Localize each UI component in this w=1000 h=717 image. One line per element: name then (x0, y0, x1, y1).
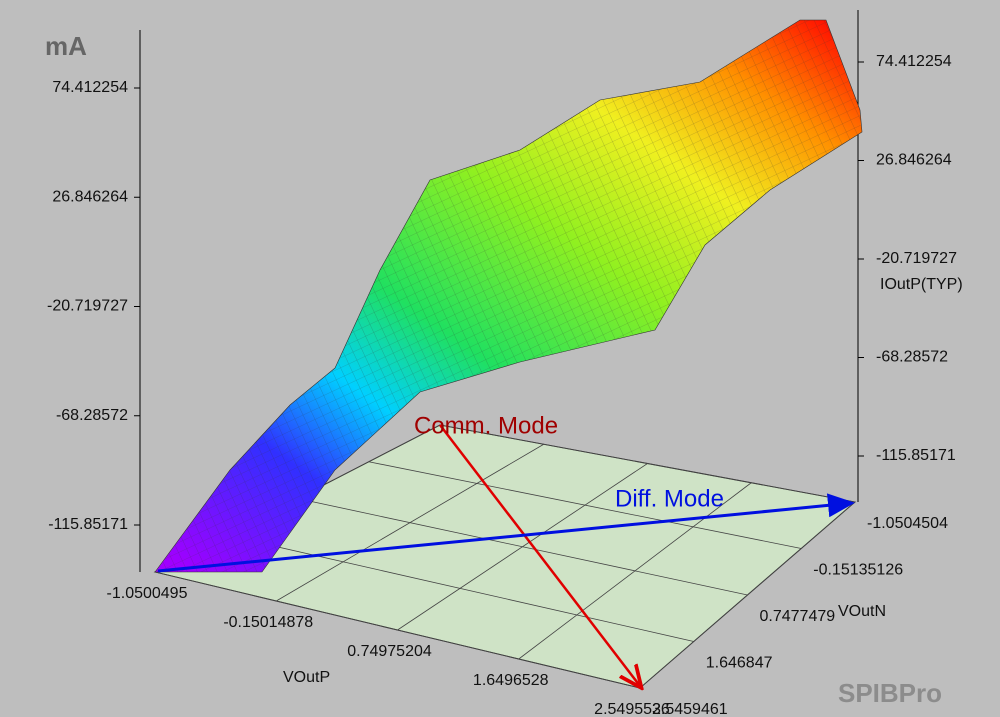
watermark: SPIBPro (838, 678, 942, 708)
x-axis-label: VOutP (283, 669, 330, 686)
y-tick-label: -1.0504504 (867, 515, 948, 532)
comm-mode-arrow (439, 424, 640, 686)
y-tick-label: -0.15135126 (813, 562, 903, 579)
x-tick-label: -0.15014878 (223, 614, 313, 631)
z-tick-label: -20.719727 (47, 298, 128, 315)
z2-tick-label: 26.846264 (876, 152, 952, 169)
z-tick-label: -115.85171 (48, 516, 128, 533)
z-axis-label: mA (45, 31, 87, 61)
z2-tick-label: -20.719727 (876, 250, 957, 267)
y-tick-label: 2.5459461 (652, 701, 728, 717)
grid-line (226, 534, 694, 642)
z-tick-label: -68.28572 (56, 407, 128, 424)
x-tick-label: 2.5495536 (594, 701, 670, 717)
z2-axis-label: IOutP(TYP) (880, 276, 963, 293)
x-tick-label: 0.74975204 (347, 643, 432, 660)
annotation: Comm. Mode (414, 412, 558, 439)
grid-line (154, 571, 641, 689)
y-tick-label: 1.646847 (706, 655, 773, 672)
grid-line (439, 424, 856, 503)
surface-mesh (155, 20, 862, 572)
z-tick-label: 26.846264 (52, 188, 128, 205)
annotation: Diff. Mode (615, 485, 724, 512)
x-tick-label: 1.6496528 (473, 672, 549, 689)
x-tick-label: -1.0500495 (107, 585, 188, 602)
grid-line (297, 498, 748, 596)
z2-tick-label: 74.412254 (876, 53, 952, 70)
z2-tick-label: -115.85171 (876, 447, 956, 464)
y-tick-label: 0.7477479 (760, 608, 836, 625)
diff-mode-arrow (157, 493, 855, 573)
y-axis-label: VOutN (838, 603, 886, 620)
grid-line (368, 461, 802, 549)
z2-tick-label: -68.28572 (876, 349, 948, 366)
z-tick-label: 74.412254 (52, 79, 128, 96)
